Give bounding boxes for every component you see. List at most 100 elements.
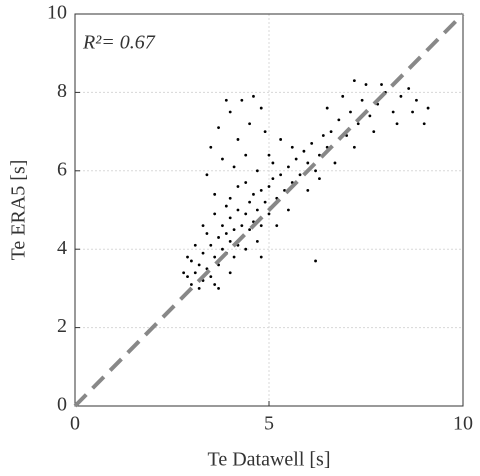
point: [228, 239, 232, 243]
point: [209, 145, 213, 149]
point: [415, 98, 418, 102]
point: [221, 224, 224, 228]
point: [422, 122, 426, 126]
point: [217, 126, 220, 130]
point: [224, 98, 228, 102]
point: [209, 275, 213, 279]
point: [221, 157, 224, 161]
point: [395, 122, 399, 126]
x-tick-label: 10: [453, 413, 473, 435]
point: [372, 130, 376, 134]
point: [252, 94, 255, 98]
point: [259, 224, 263, 228]
point: [426, 106, 430, 110]
point: [232, 255, 236, 259]
point: [337, 118, 341, 122]
point: [224, 204, 228, 208]
point: [193, 243, 197, 247]
annotation: R²= 0.67: [82, 32, 156, 54]
y-tick-label: 0: [57, 394, 67, 416]
point: [259, 189, 263, 192]
point: [193, 271, 197, 275]
point: [325, 106, 329, 110]
point: [263, 130, 267, 134]
point: [201, 224, 205, 228]
point: [236, 185, 240, 188]
point: [213, 283, 217, 286]
point: [263, 200, 267, 204]
point: [333, 161, 337, 165]
point: [244, 212, 248, 216]
point: [217, 287, 220, 290]
point: [360, 98, 364, 102]
point: [294, 157, 298, 161]
point: [217, 236, 220, 239]
point: [244, 181, 248, 184]
plot-frame: [74, 13, 464, 407]
x-axis-label: Te Datawell [s]: [208, 449, 331, 471]
point: [232, 165, 236, 169]
point: [349, 110, 352, 114]
point: [279, 173, 283, 177]
point: [318, 177, 321, 181]
point: [267, 212, 271, 216]
point: [209, 243, 213, 247]
point: [267, 185, 271, 188]
point: [356, 122, 360, 126]
y-tick-label: 2: [57, 315, 67, 337]
point: [275, 224, 279, 228]
point: [368, 114, 372, 118]
point: [186, 275, 189, 279]
point: [314, 259, 317, 263]
point: [197, 263, 201, 267]
point: [190, 283, 193, 286]
point: [399, 94, 403, 98]
point: [341, 94, 345, 98]
y-tick-label: 4: [57, 237, 67, 259]
point: [244, 153, 248, 157]
x-tick-label: 0: [70, 413, 80, 435]
point: [248, 228, 252, 232]
identity-line: [73, 12, 465, 408]
point: [221, 247, 224, 251]
point: [287, 165, 290, 169]
y-tick-label: 6: [57, 158, 67, 180]
point: [224, 232, 228, 235]
point: [314, 169, 317, 173]
point: [267, 153, 271, 157]
point: [255, 208, 259, 212]
point: [352, 145, 356, 149]
point: [287, 208, 290, 212]
point: [302, 149, 306, 153]
point: [391, 110, 395, 114]
point: [407, 87, 411, 90]
point: [236, 138, 240, 141]
point: [228, 110, 232, 114]
point: [205, 173, 209, 177]
point: [321, 134, 325, 137]
point: [252, 192, 255, 196]
point: [271, 177, 275, 181]
point: [213, 192, 217, 196]
point: [271, 161, 275, 165]
point: [380, 83, 383, 86]
point: [190, 259, 193, 263]
point: [329, 130, 333, 134]
point: [411, 110, 414, 114]
point: [364, 83, 368, 86]
point: [240, 224, 244, 228]
point: [182, 271, 186, 275]
point: [248, 200, 252, 204]
point: [259, 106, 263, 110]
point: [228, 216, 232, 220]
x-tick-label: 5: [264, 413, 274, 435]
point: [259, 255, 263, 259]
point: [248, 122, 252, 126]
point: [306, 161, 310, 165]
point: [213, 255, 217, 259]
point: [306, 189, 310, 192]
point: [197, 287, 201, 290]
point: [240, 98, 244, 102]
